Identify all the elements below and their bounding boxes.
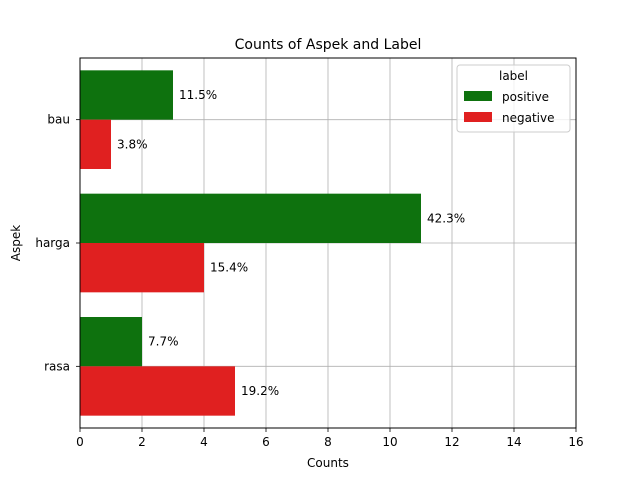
bar-positive-bau <box>80 70 173 120</box>
y-tick-label: harga <box>35 236 70 250</box>
legend-label-negative: negative <box>502 111 554 125</box>
y-axis-label: Aspek <box>9 225 23 261</box>
legend-swatch-positive <box>464 91 492 101</box>
x-tick-label: 2 <box>138 435 146 449</box>
x-tick-label: 4 <box>200 435 208 449</box>
x-tick-label: 14 <box>506 435 521 449</box>
x-tick-label: 8 <box>324 435 332 449</box>
bar-negative-harga <box>80 243 204 293</box>
y-tick-label: bau <box>47 113 70 127</box>
bar-positive-harga <box>80 193 421 243</box>
x-axis-label: Counts <box>307 456 349 470</box>
x-tick-label: 16 <box>568 435 583 449</box>
x-tick-label: 10 <box>382 435 397 449</box>
data-labels: 11.5% 42.3% 7.7% 3.8% 15.4% 19.2% <box>117 88 465 398</box>
bar-positive-rasa <box>80 317 142 367</box>
data-label: 7.7% <box>148 335 179 349</box>
data-label: 42.3% <box>427 211 465 225</box>
chart-title: Counts of Aspek and Label <box>235 37 422 53</box>
legend-title: label <box>499 69 528 83</box>
bars <box>80 70 421 416</box>
legend-label-positive: positive <box>502 90 549 104</box>
data-label: 3.8% <box>117 137 148 151</box>
bar-negative-bau <box>80 119 111 169</box>
x-axis-ticks: 0 2 4 6 8 10 12 14 16 <box>76 428 584 449</box>
data-label: 11.5% <box>179 88 217 102</box>
x-tick-label: 0 <box>76 435 84 449</box>
y-tick-label: rasa <box>44 359 70 373</box>
y-axis-ticks: bau harga rasa <box>35 113 80 373</box>
legend: label positive negative <box>456 64 571 133</box>
bar-negative-rasa <box>80 366 235 416</box>
legend-swatch-negative <box>464 112 492 122</box>
data-label: 19.2% <box>241 384 279 398</box>
x-tick-label: 12 <box>444 435 459 449</box>
data-label: 15.4% <box>210 261 248 275</box>
x-tick-label: 6 <box>262 435 270 449</box>
